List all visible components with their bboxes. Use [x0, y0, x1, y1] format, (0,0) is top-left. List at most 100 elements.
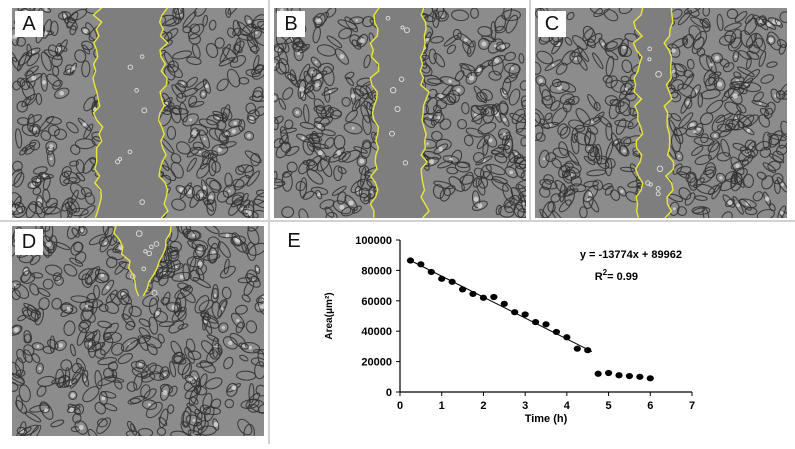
wound-region [113, 226, 171, 296]
data-point [427, 268, 435, 276]
data-point [552, 328, 561, 336]
y-tick-label: 60000 [361, 296, 392, 308]
data-point [584, 347, 592, 354]
y-tick-label: 20000 [361, 357, 392, 369]
data-point [500, 300, 508, 307]
panel-label-d: D [15, 229, 43, 255]
cell-texture-a [12, 8, 264, 218]
wound-debris [151, 289, 158, 296]
cell-layer [274, 8, 526, 218]
wound-debris [656, 165, 664, 173]
panel-label-a: A [15, 11, 43, 37]
wound-debris [139, 199, 145, 205]
y-tick-label: 0 [386, 387, 392, 399]
wound-debris [389, 86, 397, 94]
chart-panel-e: E 0 20000 40000 60000 80000 100000 0 1 2 3 4 5 6 7 Tim… [270, 222, 795, 444]
micrograph-panel-d: D [12, 226, 264, 436]
wound-debris [394, 105, 401, 113]
data-point [511, 309, 519, 316]
wound-debris [135, 230, 143, 237]
x-tick-label: 1 [439, 400, 445, 412]
wound-debris [115, 159, 121, 165]
data-point [490, 293, 498, 301]
x-tick-label: 2 [480, 400, 486, 412]
wound-debris [648, 182, 653, 187]
wound-debris [400, 25, 405, 30]
y-axis-label: Area(μm²) [324, 292, 335, 339]
micrograph-panel-a: A [12, 8, 264, 218]
divider-horizontal [0, 220, 795, 222]
r-squared-label: R2= 0.99 [595, 268, 638, 283]
wound-debris [141, 107, 148, 114]
data-point [406, 257, 415, 264]
wound-area-chart: 0 20000 40000 60000 80000 100000 0 1 2 3 4 5 6 7 Time … [324, 235, 695, 425]
cell-texture-d [12, 226, 264, 436]
wound-debris [385, 15, 391, 21]
wound-debris [139, 54, 145, 59]
panel-label-e: E [287, 230, 301, 252]
data-point [458, 286, 467, 293]
wound-debris [148, 244, 154, 250]
wound-debris [146, 250, 153, 257]
data-point [469, 290, 477, 298]
x-tick-label: 5 [606, 400, 612, 412]
x-axis-label: Time (h) [525, 413, 568, 425]
micrograph-panel-c: C [535, 8, 787, 218]
wound-edge-left [92, 8, 104, 218]
wound-debris [141, 266, 147, 272]
panel-label-b: B [277, 11, 305, 37]
cell-texture-c [535, 8, 787, 218]
wound-debris [655, 70, 662, 78]
wound-debris [655, 191, 661, 197]
cell-texture-b [274, 8, 526, 218]
y-tick-label: 100000 [355, 235, 392, 247]
data-point [531, 318, 540, 326]
wound-debris [655, 186, 661, 191]
wound-edge-right [663, 8, 675, 218]
x-tick-label: 3 [522, 400, 528, 412]
wound-debris [403, 27, 410, 34]
x-tick-label: 7 [689, 400, 695, 412]
wound-debris [647, 57, 652, 62]
y-tick-label: 40000 [361, 326, 392, 338]
data-point [625, 372, 634, 380]
wound-debris [389, 130, 395, 137]
data-point [604, 369, 613, 377]
data-point [594, 370, 602, 377]
wound-region [92, 8, 168, 218]
wound-edge-left [632, 8, 644, 218]
micrograph-panel-b: B [274, 8, 526, 218]
data-point [521, 311, 529, 318]
wound-debris [127, 64, 134, 70]
trendline [410, 260, 593, 353]
data-point [636, 373, 644, 380]
data-point [438, 275, 446, 282]
wound-edge-left [113, 226, 140, 297]
x-tick-label: 0 [397, 400, 403, 412]
data-point [542, 321, 550, 328]
wound-edge-right [419, 8, 430, 218]
wound-debris [143, 249, 148, 254]
data-point [479, 294, 488, 301]
wound-debris [398, 76, 405, 83]
y-tick-label: 80000 [361, 265, 392, 277]
data-point [615, 372, 623, 379]
data-point [646, 375, 654, 382]
data-point [573, 345, 581, 352]
x-tick-label: 4 [564, 400, 571, 412]
wound-debris [402, 160, 409, 166]
data-point [448, 278, 456, 285]
divider-vertical-1 [268, 0, 270, 444]
wound-debris [127, 149, 133, 155]
data-point [417, 261, 425, 268]
wound-debris [134, 88, 139, 93]
wound-region [370, 8, 429, 218]
wound-edge-right [142, 226, 172, 297]
divider-vertical-2 [529, 0, 531, 222]
x-tick-label: 6 [647, 400, 653, 412]
wound-debris [153, 241, 160, 247]
regression-equation: y = -13774x + 89962 [580, 249, 682, 261]
wound-debris [647, 46, 653, 52]
wound-debris [117, 156, 123, 162]
panel-label-c: C [538, 11, 566, 37]
